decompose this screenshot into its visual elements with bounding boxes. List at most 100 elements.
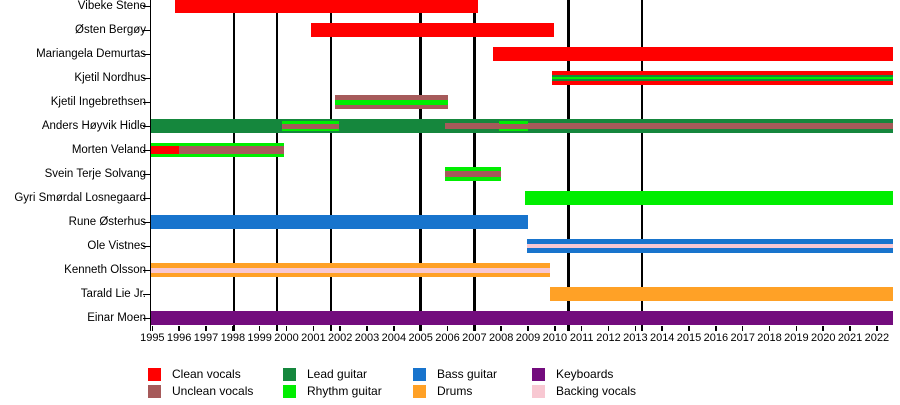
- x-axis-tick: [366, 326, 368, 331]
- bar-stripe-lead: [498, 119, 529, 121]
- x-axis-tick: [419, 326, 422, 331]
- x-axis-tick: [822, 326, 824, 331]
- bar-stripe-clean: [493, 47, 893, 61]
- bar-stripe-drums: [549, 287, 893, 301]
- x-axis-tick: [661, 326, 663, 331]
- member-name-label: Gyri Smørdal Losnegaard: [14, 192, 146, 204]
- x-axis-tick: [205, 326, 207, 331]
- bar-stripe-clean: [552, 81, 893, 85]
- bar-stripe-drums: [151, 263, 550, 268]
- bar-stripe-rhythm: [151, 143, 180, 146]
- y-axis-tick: [143, 173, 150, 175]
- timeline-bar-segment: [493, 47, 893, 61]
- x-axis-year-label: 1999: [247, 332, 272, 344]
- member-name-label: Kenneth Olsson: [64, 264, 146, 276]
- album-release-line: [232, 0, 236, 331]
- x-axis-year-label: 2022: [864, 332, 890, 344]
- member-name-label: Østen Bergøy: [75, 24, 146, 36]
- member-name-label: Mariangela Demurtas: [36, 48, 146, 60]
- bar-stripe-rhythm: [151, 154, 180, 157]
- legend-swatch-drums: [413, 385, 426, 398]
- timeline-bar-segment: [526, 239, 893, 253]
- x-axis-year-label: 2000: [274, 332, 299, 344]
- bar-stripe-unclean: [334, 95, 448, 100]
- bar-stripe-unclean: [179, 146, 284, 154]
- timeline-bar-segment: [334, 95, 448, 109]
- x-axis-tick: [527, 326, 529, 331]
- y-axis-tick: [143, 149, 150, 151]
- x-axis-year-label: 1996: [166, 332, 192, 344]
- legend-label-rhythm: Rhythm guitar: [307, 384, 382, 398]
- x-axis-year-label: 2014: [649, 332, 675, 344]
- bar-stripe-unclean: [444, 123, 499, 129]
- x-axis-tick: [151, 326, 154, 331]
- legend-swatch-rhythm: [283, 385, 296, 398]
- x-axis-year-label: 1997: [193, 332, 219, 344]
- x-axis-tick: [446, 326, 449, 331]
- bar-stripe-rhythm: [498, 121, 529, 124]
- member-name-label: Einar Moen: [87, 312, 146, 324]
- bar-stripe-bass: [526, 248, 893, 253]
- x-axis-tick: [285, 326, 288, 331]
- bar-stripe-lead: [528, 129, 893, 133]
- timeline-bar-segment: [151, 143, 180, 157]
- album-release-line: [419, 0, 422, 331]
- bar-stripe-lead: [444, 129, 499, 133]
- timeline-bar-segment: [310, 23, 554, 37]
- x-axis-tick: [393, 326, 395, 331]
- album-release-line: [640, 0, 644, 331]
- x-axis-tick: [741, 326, 744, 331]
- x-axis-tick: [258, 326, 261, 331]
- y-axis-tick: [143, 269, 150, 271]
- bar-stripe-unclean: [334, 104, 448, 109]
- legend-swatch-unclean: [148, 385, 161, 398]
- legend-label-keys: Keyboards: [556, 367, 614, 381]
- bar-stripe-clean: [175, 0, 479, 13]
- x-axis-tick: [688, 326, 690, 331]
- x-axis-year-label: 2007: [462, 332, 487, 344]
- legend-swatch-lead: [283, 368, 296, 381]
- member-name-label: Vibeke Stene: [77, 0, 146, 12]
- bar-stripe-lead: [282, 131, 339, 133]
- x-axis-tick: [607, 326, 610, 331]
- x-axis-tick: [876, 326, 878, 331]
- timeline-bar-segment: [549, 287, 893, 301]
- bar-stripe-unclean: [498, 123, 529, 129]
- y-axis-tick: [143, 5, 150, 7]
- x-axis-year-label: 2018: [757, 332, 782, 344]
- bar-stripe-rhythm: [179, 154, 284, 157]
- x-axis-year-label: 2013: [623, 332, 648, 344]
- x-axis-year-label: 2008: [488, 332, 514, 344]
- x-axis-tick: [554, 326, 556, 331]
- timeline-bar-segment: [175, 0, 479, 13]
- timeline-bar-segment: [151, 311, 893, 325]
- legend-swatch-clean: [148, 368, 161, 381]
- bar-stripe-rhythm: [525, 191, 893, 205]
- legend-label-lead: Lead guitar: [307, 367, 368, 381]
- bar-stripe-lead: [498, 131, 529, 133]
- legend-label-backing: Backing vocals: [556, 384, 637, 398]
- member-name-label: Ole Vistnes: [87, 240, 146, 252]
- x-axis-tick: [580, 326, 583, 331]
- album-release-line: [567, 0, 570, 331]
- x-axis-year-label: 2017: [730, 332, 755, 344]
- legend-label-drums: Drums: [437, 384, 473, 398]
- x-axis-tick: [795, 326, 798, 331]
- bar-stripe-bass: [526, 239, 893, 244]
- album-release-line: [329, 0, 333, 331]
- y-axis-tick: [143, 221, 150, 223]
- x-axis-tick: [634, 326, 637, 331]
- bar-stripe-rhythm: [282, 128, 339, 131]
- legend-swatch-keys: [532, 368, 545, 381]
- bar-stripe-rhythm: [444, 167, 502, 171]
- member-name-label: Svein Terje Solvang: [44, 168, 146, 180]
- x-axis-tick: [715, 326, 717, 331]
- x-axis-year-label: 2006: [435, 332, 460, 344]
- y-axis-tick: [143, 125, 150, 127]
- timeline-bar-segment: [282, 119, 339, 133]
- album-release-line: [473, 0, 476, 331]
- bar-stripe-lead: [528, 119, 893, 123]
- x-axis-tick: [178, 326, 180, 331]
- legend-label-bass: Bass guitar: [437, 367, 498, 381]
- bar-stripe-backing: [526, 244, 893, 248]
